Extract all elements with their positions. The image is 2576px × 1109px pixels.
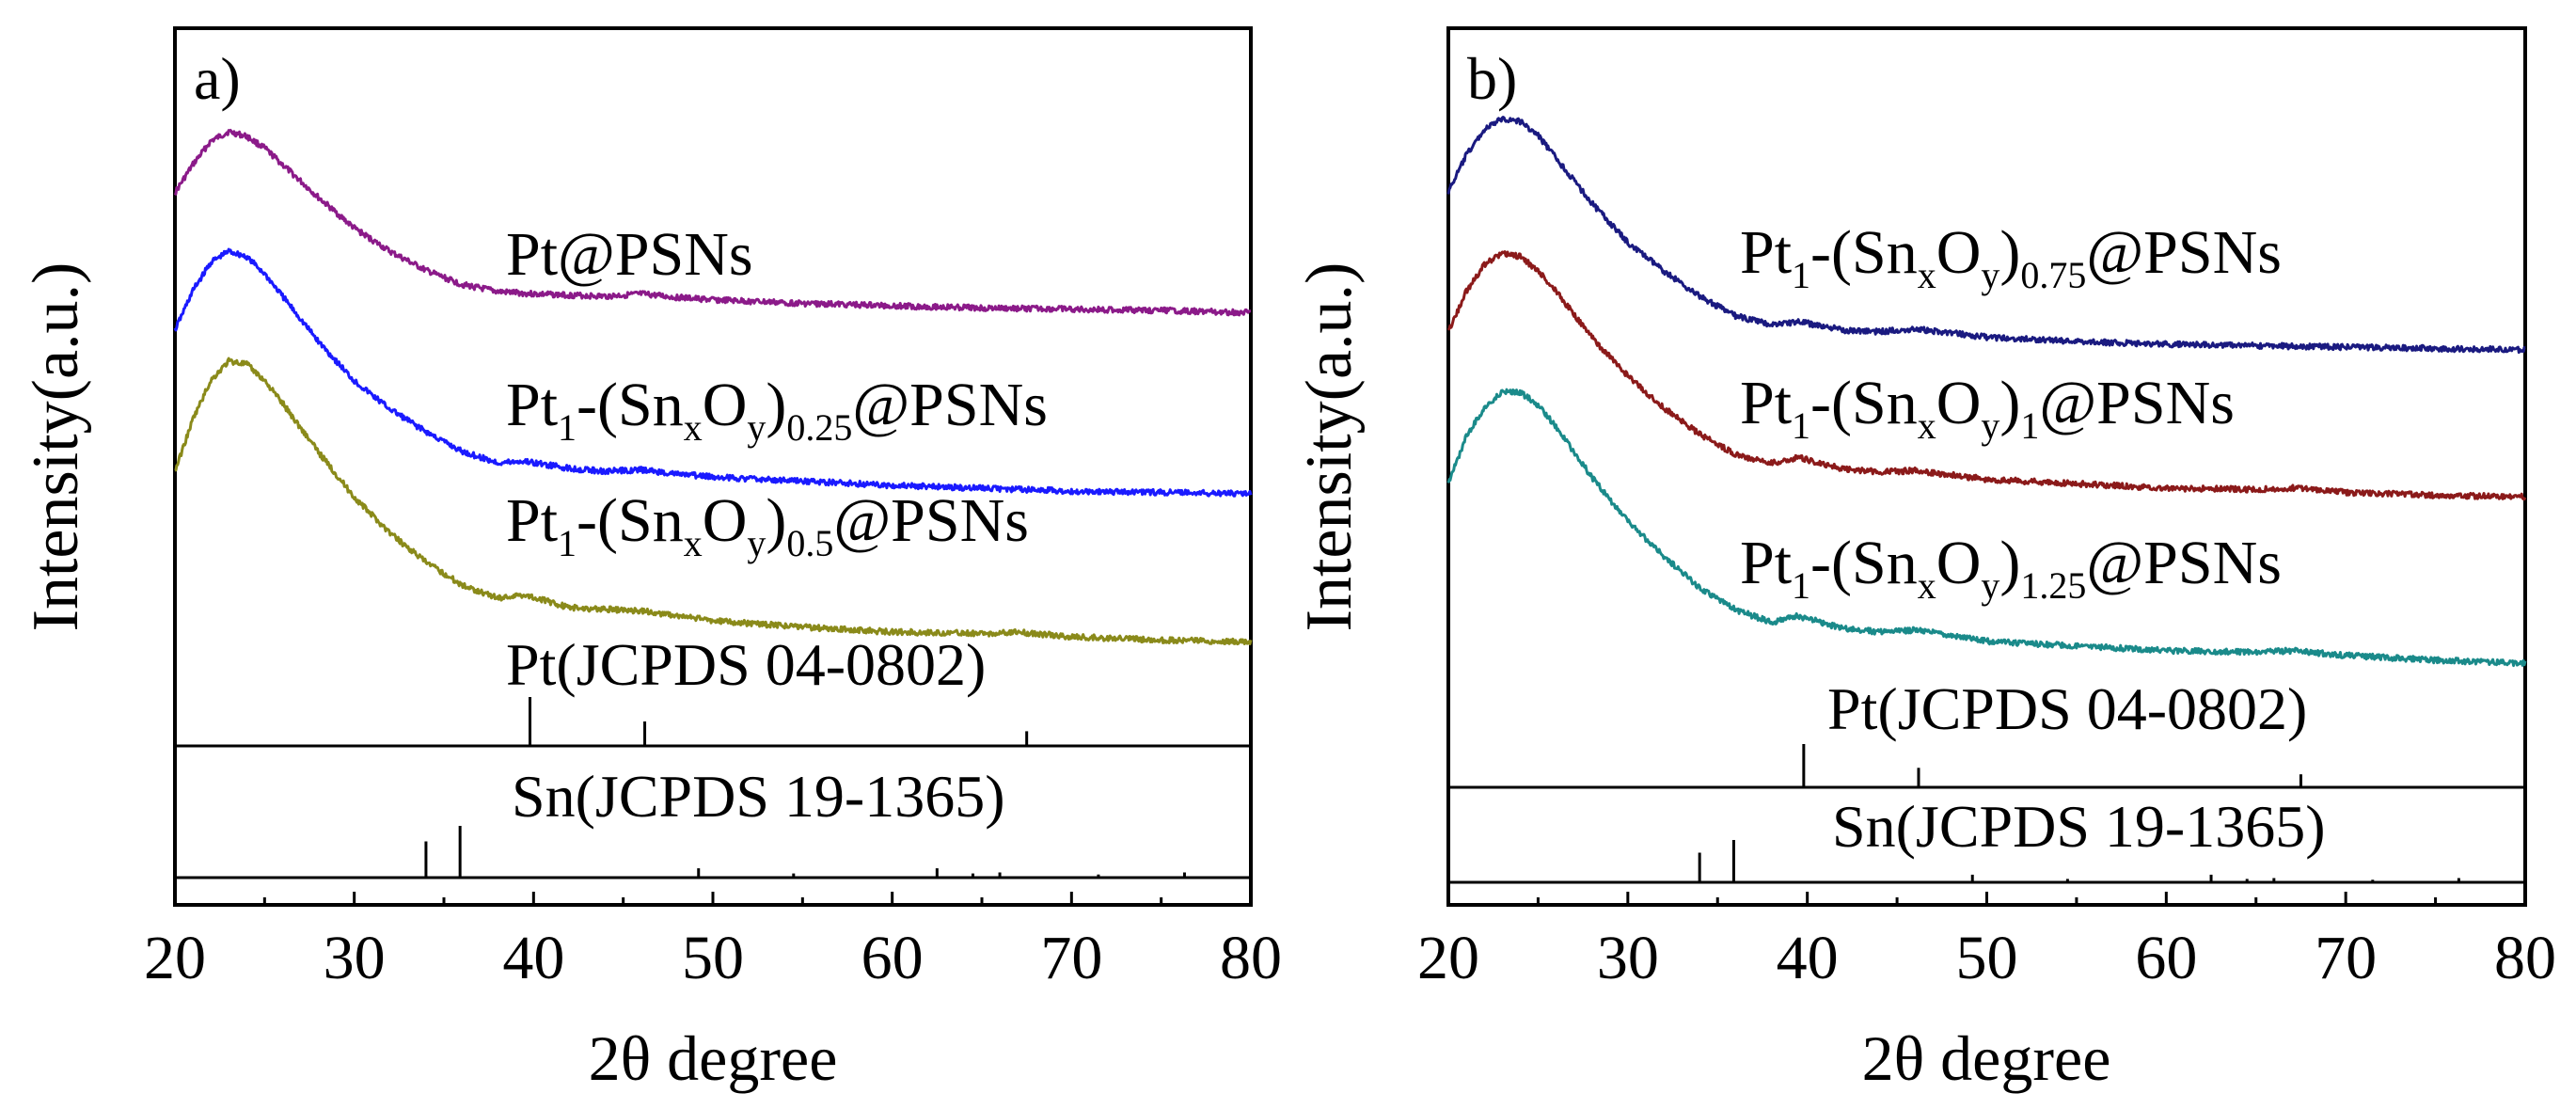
- panel-b-x-tick-label: 40: [1777, 924, 1839, 992]
- panel-a-curves: [173, 129, 1253, 646]
- panel-a-series-label-2: Pt1-(SnxOy)0.25@PSNs: [506, 371, 1048, 449]
- panel-b-y-axis-label: Intensity(a.u.): [1293, 262, 1366, 632]
- panel-a-x-tick-label: 70: [1040, 924, 1102, 992]
- panel-b-x-tick-label: 30: [1597, 924, 1659, 992]
- panel-a-x-tick-label: 50: [682, 924, 744, 992]
- panel-a-x-tick-label: 80: [1220, 924, 1282, 992]
- panel-a-series-line-2: [173, 247, 1253, 498]
- panel-a-sn-reference-peaks: [424, 826, 1186, 878]
- panel-b-pt-reference-label: Pt(JCPDS 04-0802): [1827, 675, 2307, 742]
- panel-b-x-tick-label: 60: [2135, 924, 2197, 992]
- panel-b-series-line-1: [1446, 116, 2526, 355]
- panel-a-series-line-3: [174, 356, 1253, 646]
- panel-a-pt-reference-label: Pt(JCPDS 04-0802): [506, 631, 986, 698]
- panel-b-series-label-2: Pt1-(SnxOy)1@PSNs: [1740, 369, 2235, 447]
- panel-b-series-label-3: Pt1-(SnxOy)1.25@PSNs: [1740, 529, 2282, 607]
- panel-a: 20 30 40 50 60 70 80 a) Pt@PSNs Pt1-(SnxOy)0.2…: [20, 26, 1282, 1094]
- panel-b-x-tick-label: 20: [1417, 924, 1479, 992]
- panel-a-x-axis-label: 2θ degree: [589, 1022, 838, 1094]
- panel-b-curves: [1446, 116, 2527, 668]
- panel-a-series-line-1: [173, 129, 1252, 317]
- panel-b-series-label-1: Pt1-(SnxOy)0.75@PSNs: [1740, 218, 2282, 296]
- panel-b-x-tick-label: 80: [2494, 924, 2556, 992]
- panel-b-series-line-3: [1446, 388, 2527, 668]
- panel-a-x-tick-label: 30: [324, 924, 386, 992]
- panel-b-x-tick-label: 50: [1956, 924, 2018, 992]
- panel-b-sn-reference-label: Sn(JCPDS 19-1365): [1832, 793, 2326, 860]
- panel-a-y-axis-label: Intensity(a.u.): [20, 262, 92, 632]
- panel-a-x-tick-label: 60: [861, 924, 924, 992]
- panel-a-x-tick-label: 20: [144, 924, 206, 992]
- panel-b-label: b): [1467, 45, 1517, 112]
- panel-b: 20 30 40 50 60 70 80 b) Pt1-(SnxOy)0.75@PSNs P…: [1293, 26, 2556, 1094]
- panel-b-x-tick-label: 70: [2315, 924, 2377, 992]
- panel-a-label: a): [194, 45, 241, 112]
- panel-a-x-ticks: 20 30 40 50 60 70 80: [144, 892, 1282, 992]
- panel-b-x-ticks: 20 30 40 50 60 70 80: [1417, 892, 2556, 992]
- panel-b-frame: [1446, 26, 2527, 907]
- panel-a-pt-reference-peaks: [529, 697, 1029, 746]
- panel-a-series-label-3: Pt1-(SnxOy)0.5@PSNs: [506, 486, 1029, 564]
- panel-a-x-tick-label: 40: [502, 924, 564, 992]
- panel-a-sn-reference-label: Sn(JCPDS 19-1365): [512, 763, 1005, 830]
- panel-a-series-label-1: Pt@PSNs: [506, 220, 753, 289]
- panel-b-pt-reference-peaks: [1802, 744, 2302, 787]
- panel-b-x-axis-label: 2θ degree: [1862, 1022, 2111, 1094]
- panel-b-series-line-2: [1446, 250, 2527, 501]
- panel-b-sn-reference-peaks: [1698, 840, 2460, 882]
